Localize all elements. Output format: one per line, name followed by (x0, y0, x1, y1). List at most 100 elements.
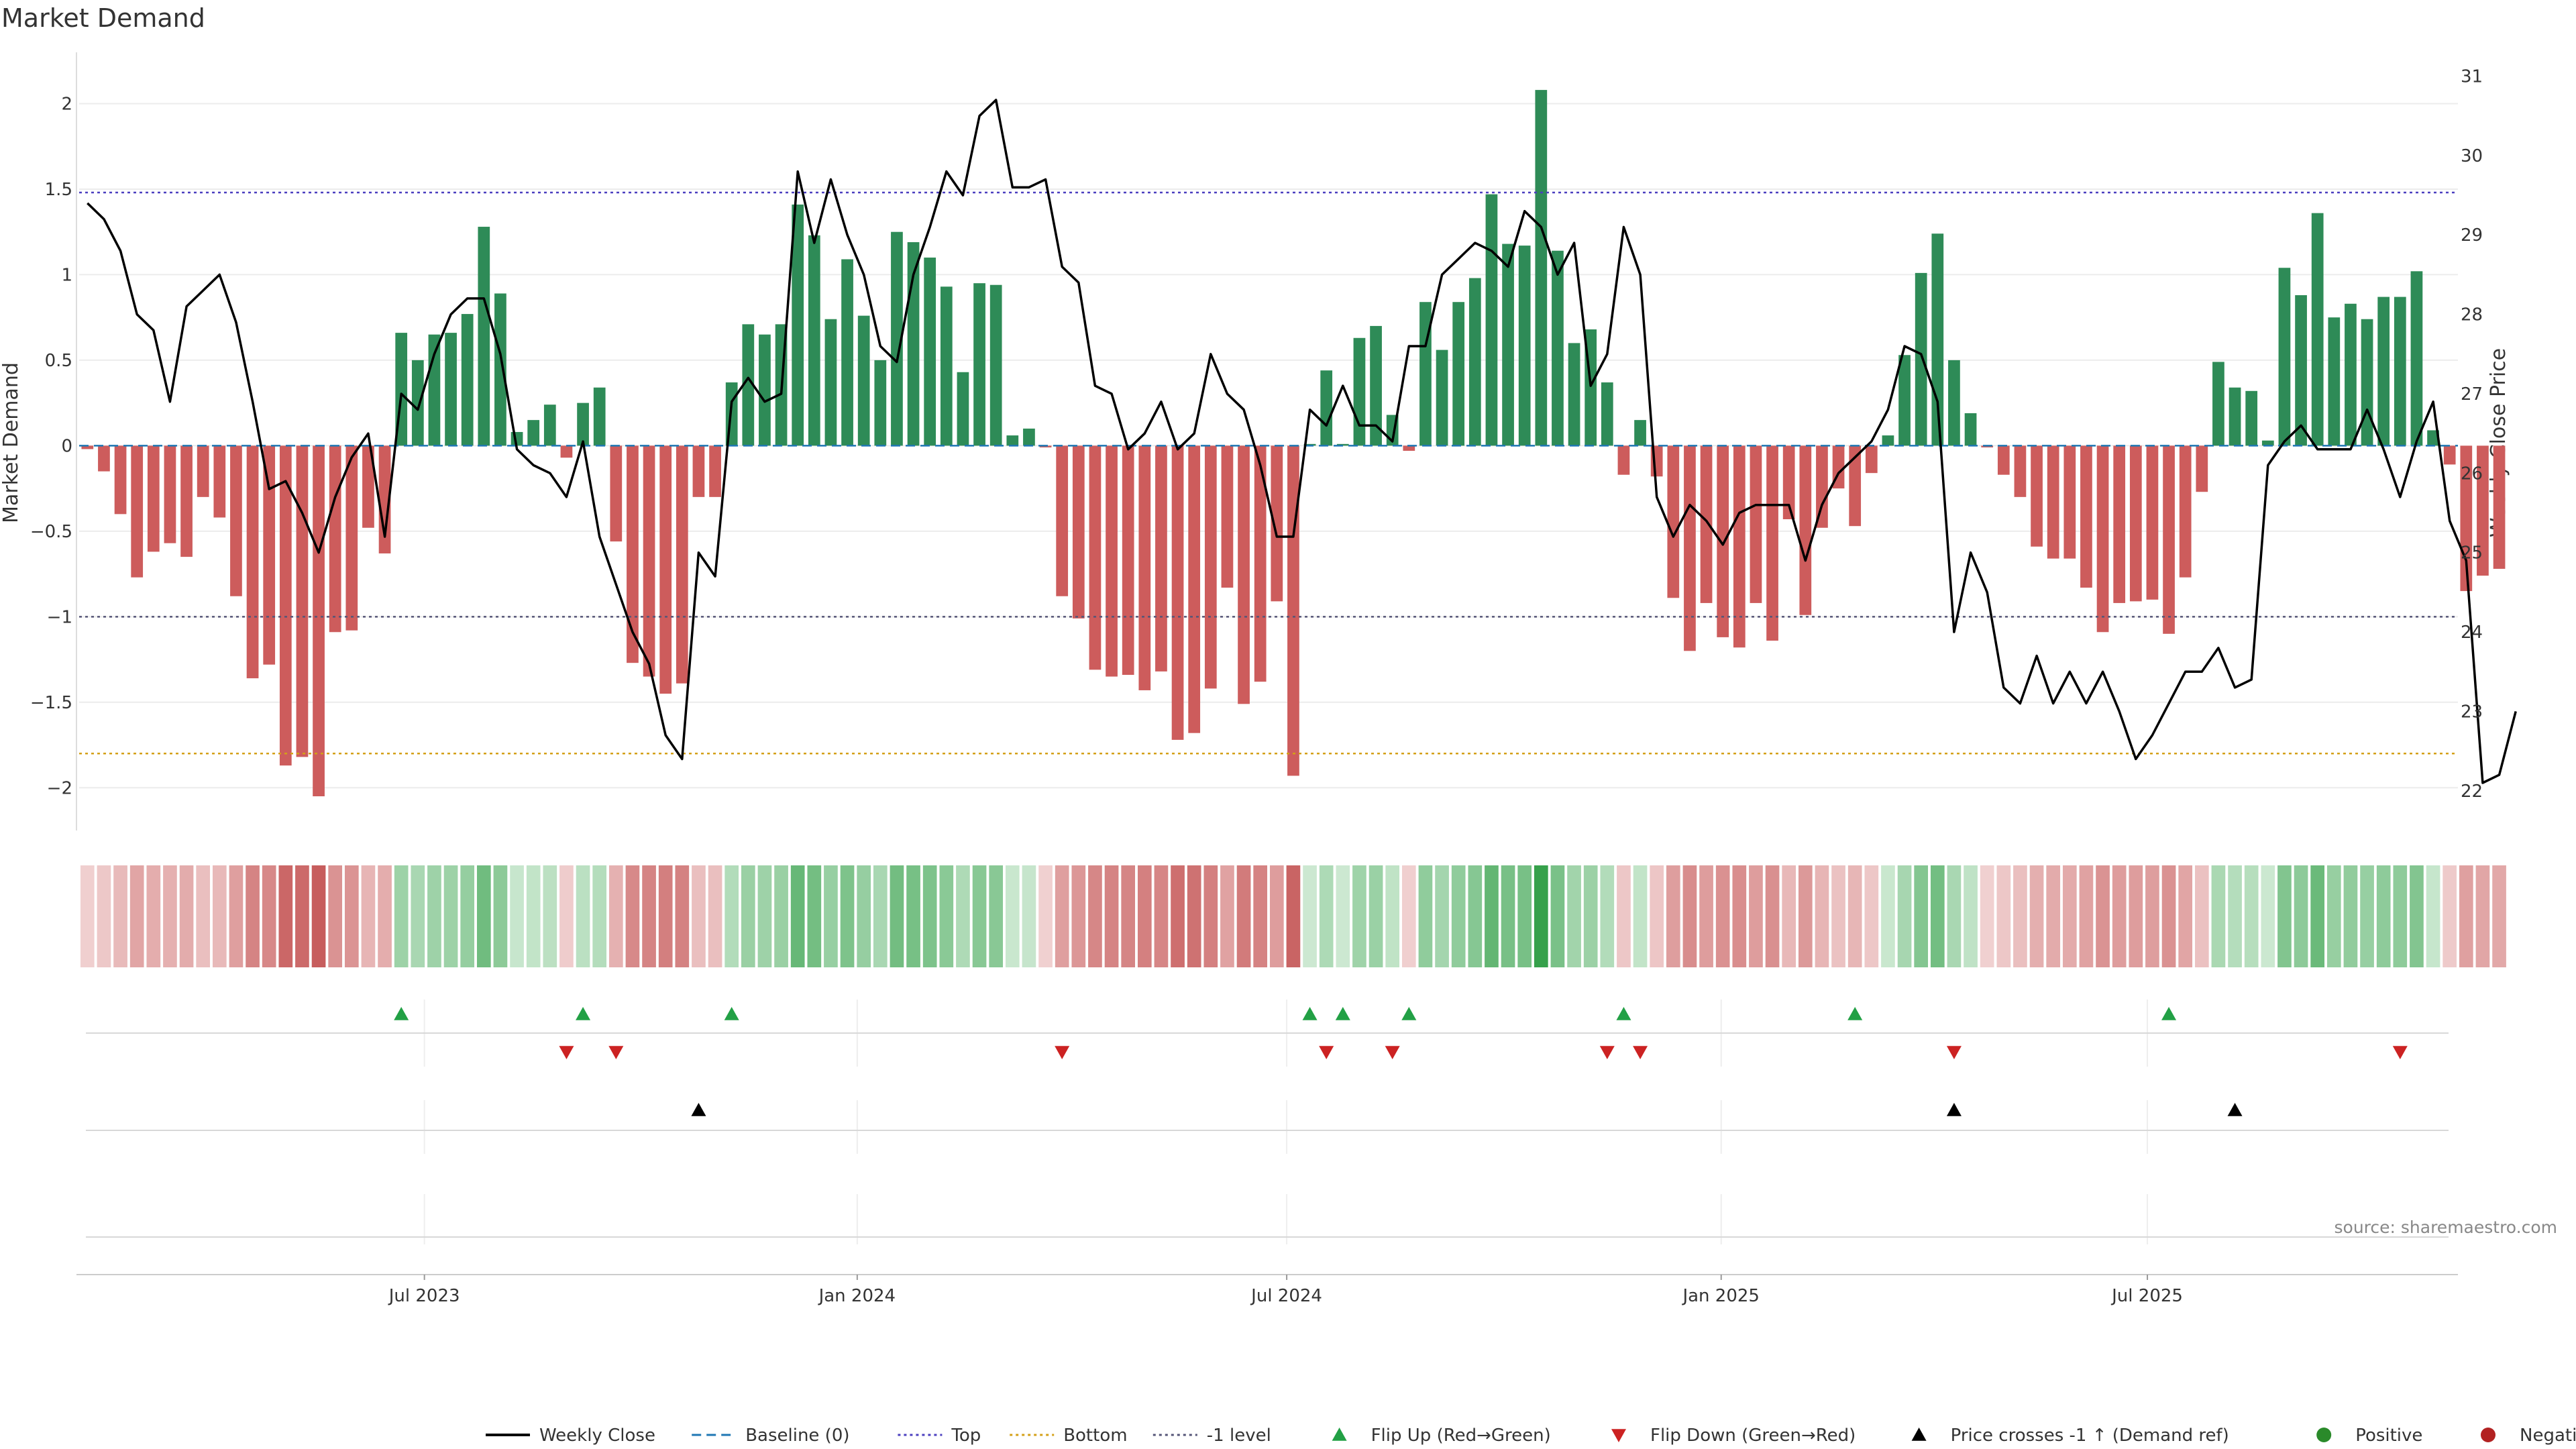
heat-cell (2013, 865, 2027, 967)
heat-cell (278, 865, 293, 967)
heat-cell (939, 865, 954, 967)
demand-bar (1468, 278, 1481, 446)
heat-cell (1385, 865, 1400, 967)
heat-cell (1435, 865, 1449, 967)
heat-cell (559, 865, 574, 967)
demand-bar (808, 235, 820, 446)
demand-bar (1964, 413, 1977, 446)
demand-bar (1320, 370, 1333, 446)
heat-cell (1418, 865, 1433, 967)
demand-bar (114, 445, 127, 515)
heat-cell (1782, 865, 1796, 967)
heat-cell (873, 865, 888, 967)
heat-cell (2360, 865, 2374, 967)
flip-down-marker (608, 1046, 624, 1059)
heat-cell (2046, 865, 2061, 967)
flip-down-marker (1946, 1046, 1962, 1059)
demand-bar (2129, 445, 2142, 602)
heat-cell (1451, 865, 1466, 967)
flip-up-marker (1302, 1007, 1318, 1020)
right-tick-label: 22 (2461, 782, 2483, 802)
heat-cell (2343, 865, 2358, 967)
flip-down-marker (2392, 1046, 2408, 1059)
heat-cell (2228, 865, 2242, 967)
x-tick-label: Jul 2023 (388, 1286, 460, 1306)
heat-cell (2376, 865, 2391, 967)
demand-bar (230, 445, 242, 596)
demand-bar (1816, 445, 1828, 528)
demand-bar (279, 445, 292, 766)
demand-bar (1171, 445, 1184, 740)
heat-cell (2492, 865, 2506, 967)
demand-bar (2229, 387, 2241, 446)
demand-bar (2278, 268, 2291, 446)
heat-cell (2310, 865, 2325, 967)
heat-cell (2029, 865, 2044, 967)
demand-bar (1138, 445, 1151, 690)
left-tick-label: 1.5 (45, 180, 72, 200)
legend: Weekly Close Baseline (0) Top Bottom -1 leve… (486, 1426, 2576, 1446)
legend-label: Weekly Close (539, 1426, 655, 1446)
right-tick-label: 25 (2461, 543, 2483, 564)
legend-item-baseline: Baseline (0) (692, 1426, 850, 1446)
demand-bar (2427, 430, 2439, 446)
heat-cell (378, 865, 392, 967)
demand-bar (891, 231, 903, 446)
demand-bar (1634, 420, 1646, 446)
legend-label: -1 level (1207, 1426, 1271, 1446)
demand-bar (2031, 445, 2043, 547)
demand-bar (2261, 440, 2274, 446)
flip-up-marker (1847, 1007, 1863, 1020)
heat-cell (1154, 865, 1169, 967)
demand-bar (2212, 362, 2224, 446)
legend-label: Positive (2355, 1426, 2422, 1446)
left-tick-label: −1 (47, 607, 72, 627)
demand-bar (164, 445, 176, 543)
heat-cell (642, 865, 656, 967)
heat-cell (1699, 865, 1713, 967)
x-tick-label: Jul 2025 (2110, 1286, 2183, 1306)
heat-cell (906, 865, 920, 967)
heat-cell (526, 865, 541, 967)
demand-bar (2477, 445, 2489, 576)
demand-bar (2063, 445, 2076, 559)
legend-swatch (1611, 1429, 1626, 1442)
demand-bar (2345, 303, 2357, 446)
heat-cell (2178, 865, 2193, 967)
legend-item-bottom: Bottom (1010, 1426, 1128, 1446)
left-tick-label: −0.5 (30, 522, 72, 542)
heat-cell (295, 865, 309, 967)
demand-bar (1915, 272, 1927, 446)
heat-cell (1765, 865, 1780, 967)
heat-cell (972, 865, 987, 967)
heat-cell (344, 865, 359, 967)
demand-bar (131, 445, 144, 578)
legend-label: Baseline (0) (745, 1426, 849, 1446)
heat-cell (443, 865, 458, 967)
heat-cell (1996, 865, 2011, 967)
heat-cell (2145, 865, 2159, 967)
demand-bar (1238, 445, 1250, 704)
heat-cell (757, 865, 772, 967)
demand-bar (593, 387, 606, 446)
heat-cell (493, 865, 508, 967)
demand-bar (874, 360, 887, 446)
demand-bar (1981, 445, 1994, 447)
heat-cell (1485, 865, 1499, 967)
demand-bar (1039, 445, 1052, 447)
demand-bar (1502, 244, 1514, 446)
heat-cell (1715, 865, 1730, 967)
heat-cell (1847, 865, 1862, 967)
demand-bar (2047, 445, 2059, 559)
demand-bar (2179, 445, 2192, 578)
demand-bar (627, 445, 639, 663)
flip-up-marker (2161, 1007, 2177, 1020)
left-tick-label: 0 (61, 436, 72, 456)
heat-cell (1600, 865, 1615, 967)
chart-title: Market Demand (1, 3, 205, 33)
flip-up-marker (724, 1007, 739, 1020)
demand-bar (1898, 355, 1911, 446)
heat-cell (1104, 865, 1119, 967)
demand-bar (2196, 445, 2208, 492)
demand-bar (329, 445, 341, 633)
